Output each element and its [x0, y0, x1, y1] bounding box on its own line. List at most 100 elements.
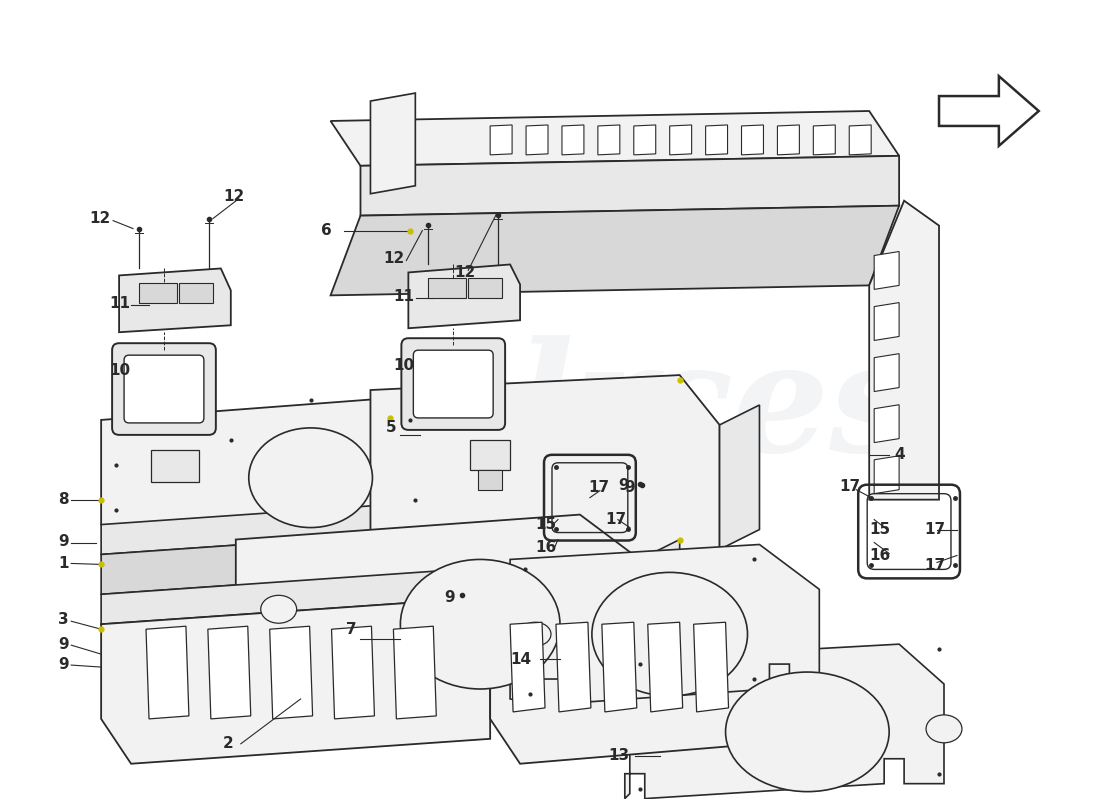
Ellipse shape — [592, 572, 748, 696]
Polygon shape — [598, 125, 619, 155]
Polygon shape — [146, 626, 189, 719]
Text: 12: 12 — [223, 190, 244, 204]
Text: 9: 9 — [58, 534, 69, 549]
Polygon shape — [648, 622, 683, 712]
Bar — [428, 278, 466, 298]
Bar — [470, 440, 510, 470]
Polygon shape — [510, 622, 544, 712]
Polygon shape — [408, 265, 520, 328]
Ellipse shape — [926, 715, 962, 743]
Text: 6: 6 — [320, 223, 331, 238]
Text: 16: 16 — [869, 548, 890, 563]
Text: 12: 12 — [454, 265, 475, 280]
Polygon shape — [101, 599, 491, 764]
Polygon shape — [331, 206, 899, 295]
Polygon shape — [634, 125, 656, 155]
Bar — [469, 278, 502, 298]
Ellipse shape — [400, 559, 560, 689]
Text: 4: 4 — [894, 447, 905, 462]
Text: 10: 10 — [109, 362, 130, 378]
Text: 15: 15 — [869, 522, 890, 537]
Polygon shape — [705, 125, 727, 155]
Polygon shape — [939, 76, 1038, 146]
Polygon shape — [371, 93, 416, 194]
Polygon shape — [874, 302, 899, 341]
Text: a passion for parts since 1985: a passion for parts since 1985 — [333, 710, 627, 728]
Polygon shape — [208, 626, 251, 719]
Polygon shape — [778, 125, 800, 155]
Text: 2: 2 — [223, 736, 233, 751]
Polygon shape — [119, 269, 231, 332]
Polygon shape — [491, 579, 729, 630]
Text: 5: 5 — [385, 421, 396, 435]
Polygon shape — [849, 125, 871, 155]
Bar — [151, 450, 199, 482]
Text: 9: 9 — [624, 480, 635, 495]
Polygon shape — [602, 622, 637, 712]
FancyBboxPatch shape — [124, 355, 204, 423]
Polygon shape — [869, 201, 939, 500]
FancyBboxPatch shape — [414, 350, 493, 418]
Bar — [478, 470, 502, 490]
Polygon shape — [394, 626, 437, 719]
Text: 17: 17 — [924, 558, 945, 573]
Polygon shape — [361, 156, 899, 216]
Text: 17: 17 — [605, 512, 626, 527]
Text: 17: 17 — [839, 479, 860, 494]
Polygon shape — [235, 514, 640, 714]
Ellipse shape — [726, 672, 889, 792]
Polygon shape — [719, 405, 759, 550]
Text: 9: 9 — [58, 637, 69, 652]
Text: elr: elr — [420, 335, 656, 485]
Polygon shape — [874, 251, 899, 290]
Text: 9: 9 — [58, 657, 69, 671]
Polygon shape — [526, 125, 548, 155]
Text: 17: 17 — [924, 522, 945, 537]
Text: 15: 15 — [535, 517, 557, 532]
Polygon shape — [874, 354, 899, 391]
Text: 12: 12 — [384, 251, 405, 266]
Polygon shape — [741, 125, 763, 155]
Polygon shape — [694, 622, 728, 712]
Text: 9: 9 — [444, 590, 455, 605]
Polygon shape — [556, 622, 591, 712]
Text: 7: 7 — [345, 622, 356, 637]
Polygon shape — [331, 626, 374, 719]
Polygon shape — [874, 405, 899, 442]
Text: 11: 11 — [109, 296, 130, 311]
Polygon shape — [101, 570, 460, 624]
Polygon shape — [491, 610, 759, 764]
Text: 3: 3 — [58, 612, 69, 626]
Polygon shape — [670, 125, 692, 155]
FancyBboxPatch shape — [402, 338, 505, 430]
Polygon shape — [331, 111, 899, 166]
Text: 8: 8 — [58, 492, 69, 507]
Text: 10: 10 — [394, 358, 415, 373]
Polygon shape — [562, 125, 584, 155]
Ellipse shape — [519, 622, 551, 646]
Polygon shape — [874, 456, 899, 494]
Polygon shape — [640, 539, 680, 689]
Text: 17: 17 — [587, 480, 609, 495]
Polygon shape — [101, 500, 460, 554]
Text: 12: 12 — [89, 211, 110, 226]
Text: 13: 13 — [608, 748, 629, 763]
Polygon shape — [491, 125, 513, 155]
Text: 14: 14 — [510, 651, 531, 666]
Text: 16: 16 — [535, 540, 557, 555]
Polygon shape — [625, 644, 944, 798]
Polygon shape — [101, 395, 460, 554]
Bar — [179, 283, 213, 303]
Text: 1: 1 — [58, 556, 68, 571]
Text: 9: 9 — [618, 478, 628, 494]
Ellipse shape — [249, 428, 373, 527]
Polygon shape — [371, 375, 719, 565]
Polygon shape — [510, 545, 820, 704]
Polygon shape — [101, 530, 460, 594]
FancyBboxPatch shape — [112, 343, 216, 435]
Ellipse shape — [261, 595, 297, 623]
Text: 11: 11 — [394, 289, 415, 304]
Bar — [139, 283, 177, 303]
Text: ces: ces — [640, 335, 916, 485]
Polygon shape — [813, 125, 835, 155]
